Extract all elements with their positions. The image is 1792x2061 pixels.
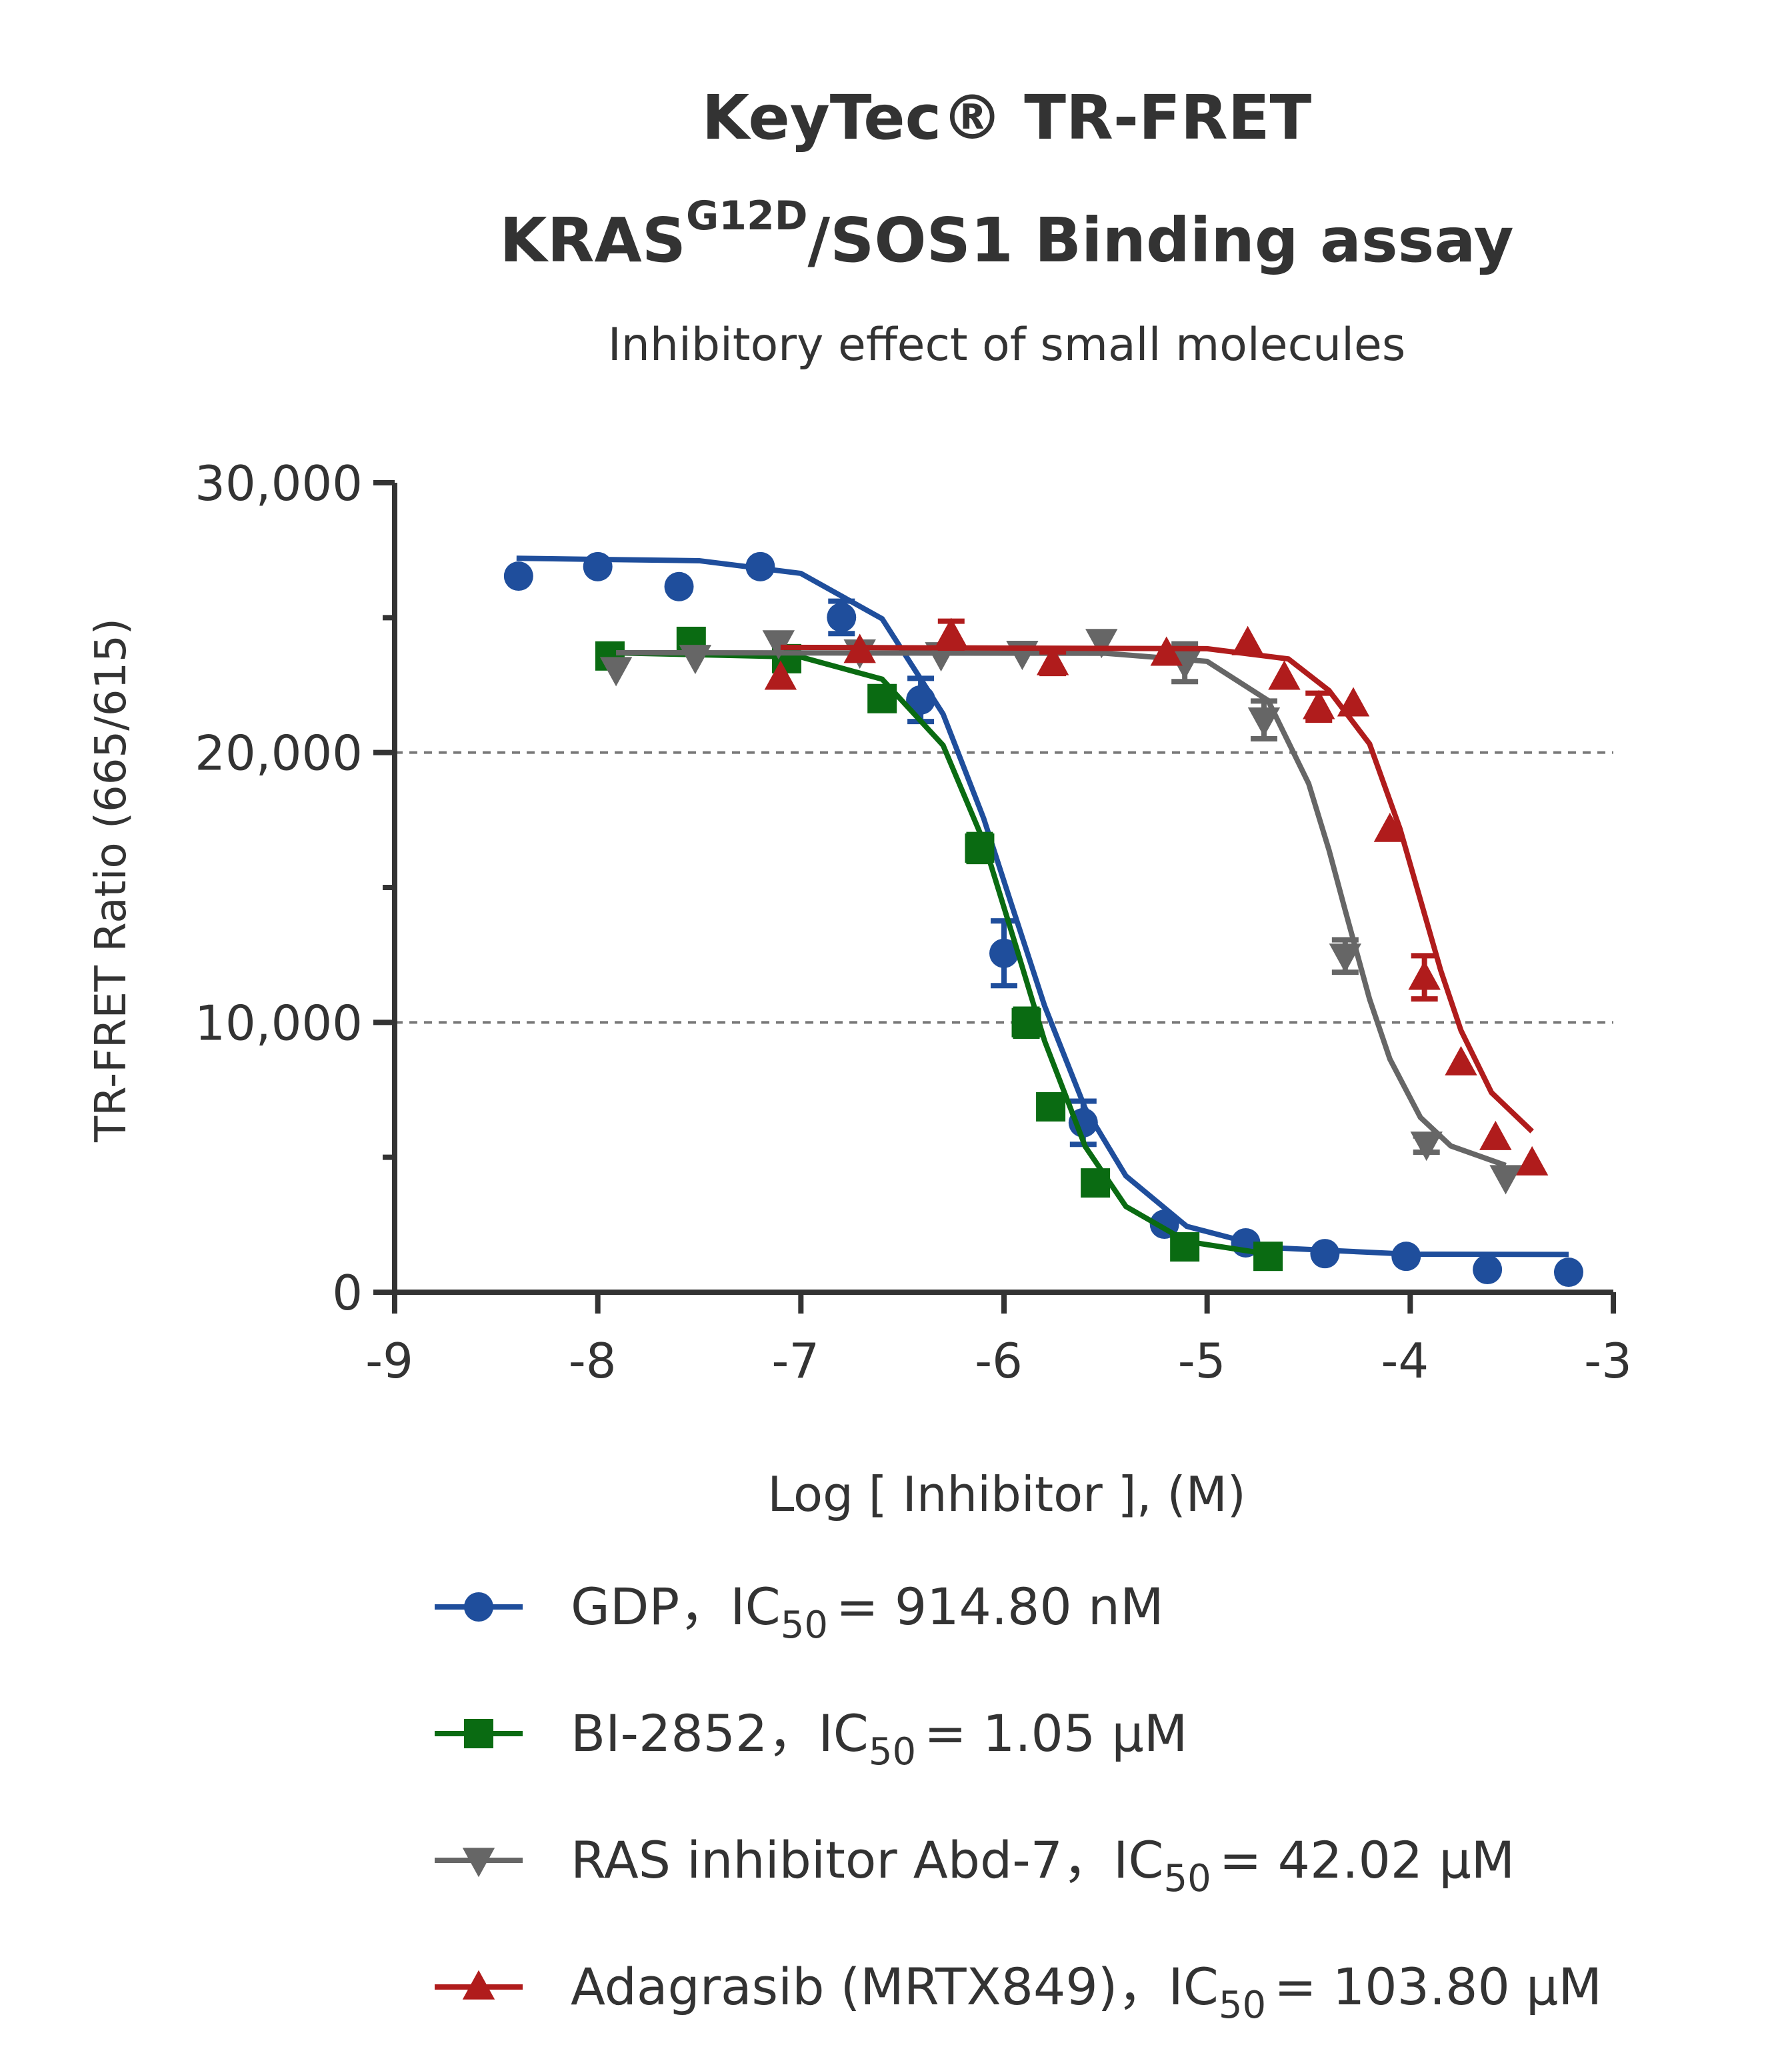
y-axis-label: TR-FRET Ratio (665/615)	[87, 618, 136, 1143]
y-tick-label: 10,000	[195, 995, 363, 1051]
data-point	[1303, 689, 1335, 719]
data-point	[762, 630, 795, 660]
legend-value: = 914.80 nM	[836, 1577, 1164, 1636]
data-point	[1011, 1007, 1041, 1038]
chart-subtitle: Inhibitory effect of small molecules	[608, 319, 1406, 371]
legend-marker	[462, 1848, 495, 1878]
data-point	[827, 602, 857, 632]
data-point	[1036, 645, 1069, 675]
data-point	[843, 633, 876, 663]
legend-sub: 50	[869, 1730, 916, 1774]
fit-curve	[516, 555, 1569, 1258]
x-tick-label: -7	[771, 1333, 819, 1389]
y-tick-label: 0	[332, 1265, 363, 1321]
x-axis-label: Log [ Inhibitor ], (M)	[767, 1466, 1246, 1522]
data-point	[1253, 1242, 1283, 1272]
data-point	[1085, 629, 1118, 659]
legend-name: RAS inhibitor Abd-7	[571, 1830, 1063, 1890]
legend-label: Adagrasib (MRTX849)，IC50 = 103.80 µM	[571, 1957, 1602, 2027]
data-point	[1247, 707, 1281, 737]
legend-marker	[464, 1719, 493, 1748]
legend-prefix: ，IC	[1063, 1830, 1163, 1890]
legend-prefix: ，IC	[767, 1704, 868, 1763]
data-point	[745, 551, 775, 581]
legend-value: = 1.05 µM	[924, 1704, 1187, 1763]
data-point	[1408, 960, 1441, 990]
legend-value: = 103.80 µM	[1274, 1957, 1602, 2016]
data-point	[1337, 687, 1370, 717]
data-point	[989, 938, 1019, 968]
x-tick-label: -4	[1381, 1333, 1429, 1389]
data-point	[965, 833, 995, 863]
chart-title: KRASG12D/SOS1 Binding assay	[499, 193, 1513, 276]
legend-name: Adagrasib (MRTX849)	[571, 1957, 1117, 2016]
data-point	[867, 683, 897, 713]
x-tick-label: -9	[365, 1333, 413, 1389]
title-sup: G12D	[686, 193, 808, 239]
data-point	[1329, 943, 1362, 973]
data-point	[1473, 1255, 1503, 1285]
data-point	[1036, 1092, 1066, 1122]
legend-sub: 50	[1219, 1984, 1266, 2027]
fit-curve	[609, 649, 1269, 1257]
data-point	[1081, 1168, 1111, 1198]
data-point	[1489, 1165, 1522, 1195]
x-tick-label: -3	[1584, 1333, 1632, 1389]
legend-label: GDP，IC50 = 914.80 nM	[571, 1577, 1164, 1647]
legend-sub: 50	[781, 1604, 828, 1647]
legend-value: = 42.02 µM	[1219, 1830, 1515, 1890]
data-point	[1445, 1046, 1477, 1076]
data-point	[1170, 1232, 1200, 1262]
legend-marker	[464, 1592, 493, 1622]
x-tick-label: -8	[569, 1333, 617, 1389]
legend-label: BI-2852，IC50 = 1.05 µM	[571, 1704, 1187, 1774]
y-tick-label: 30,000	[195, 455, 363, 511]
data-point	[583, 551, 613, 581]
legend-name: GDP	[571, 1577, 679, 1636]
x-tick-label: -5	[1178, 1333, 1226, 1389]
legend-label: RAS inhibitor Abd-7，IC50 = 42.02 µM	[571, 1830, 1515, 1900]
data-point	[1410, 1132, 1443, 1162]
x-tick-label: -6	[975, 1333, 1023, 1389]
legend-marker	[462, 1970, 495, 2000]
data-point	[503, 561, 533, 591]
legend-prefix: ，IC	[1117, 1957, 1218, 2016]
data-point	[1310, 1239, 1340, 1269]
data-point	[1515, 1146, 1549, 1176]
data-point	[1391, 1242, 1421, 1272]
y-tick-label: 20,000	[195, 725, 363, 781]
data-point	[1373, 812, 1407, 842]
legend-prefix: ，IC	[679, 1577, 780, 1636]
data-point	[1553, 1258, 1583, 1288]
legend-sub: 50	[1163, 1857, 1211, 1900]
title-part: /SOS1 Binding assay	[808, 205, 1514, 276]
data-point	[1150, 636, 1183, 666]
data-point	[664, 571, 694, 601]
data-point	[906, 685, 936, 715]
chart-title: KeyTec® TR-FRET	[702, 82, 1312, 153]
data-point	[935, 617, 967, 647]
fit-curve	[780, 644, 1534, 1134]
data-point	[1231, 625, 1264, 655]
data-point	[1479, 1120, 1512, 1150]
data-point	[599, 657, 633, 687]
title-part: KRAS	[499, 205, 686, 276]
data-point	[764, 660, 797, 690]
legend-name: BI-2852	[571, 1704, 767, 1763]
data-point	[1268, 660, 1301, 690]
data-point	[679, 645, 712, 675]
